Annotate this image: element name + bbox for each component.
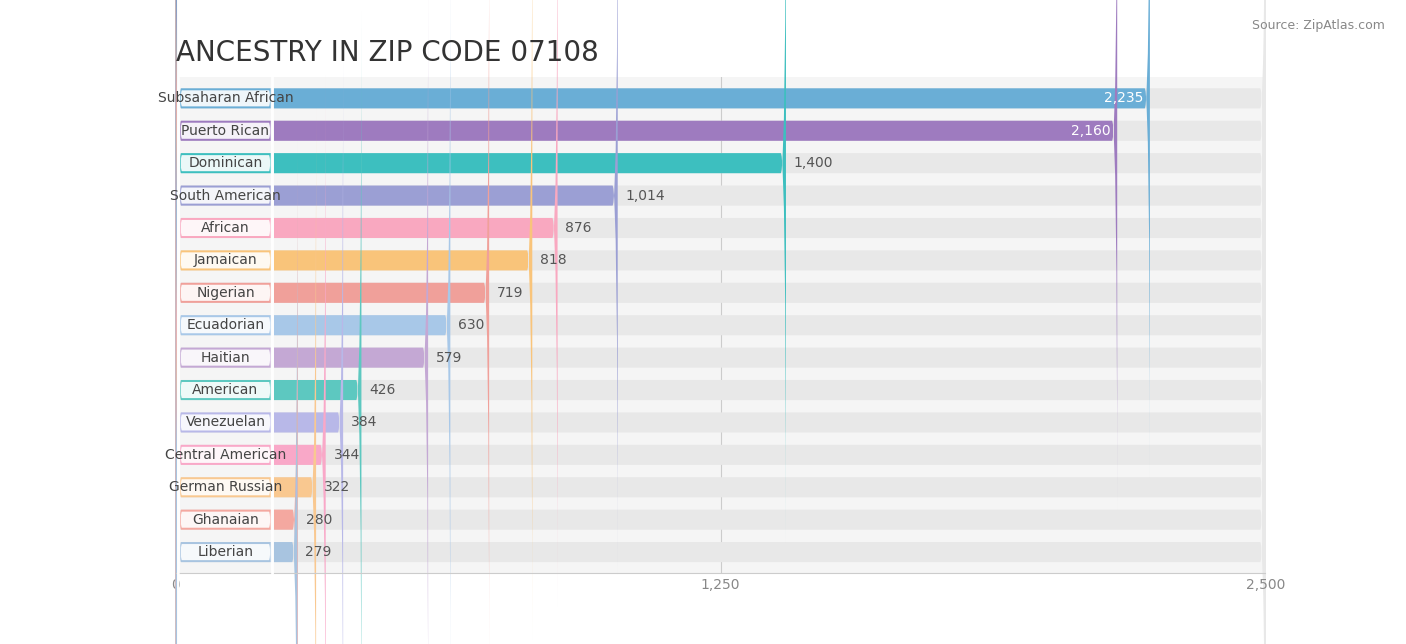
FancyBboxPatch shape: [176, 173, 1265, 644]
FancyBboxPatch shape: [176, 44, 343, 644]
FancyBboxPatch shape: [176, 108, 1265, 644]
Text: American: American: [193, 383, 259, 397]
FancyBboxPatch shape: [177, 0, 273, 447]
FancyBboxPatch shape: [177, 139, 273, 644]
Text: 630: 630: [458, 318, 485, 332]
Text: 876: 876: [565, 221, 592, 235]
Text: 719: 719: [496, 286, 523, 300]
Text: Source: ZipAtlas.com: Source: ZipAtlas.com: [1251, 19, 1385, 32]
FancyBboxPatch shape: [176, 0, 1265, 639]
FancyBboxPatch shape: [176, 0, 1150, 477]
Text: South American: South American: [170, 189, 281, 203]
FancyBboxPatch shape: [176, 141, 1265, 644]
FancyBboxPatch shape: [176, 0, 1265, 644]
Text: 579: 579: [436, 350, 463, 365]
FancyBboxPatch shape: [176, 11, 361, 644]
Text: Dominican: Dominican: [188, 156, 263, 170]
Text: 322: 322: [323, 480, 350, 495]
Text: German Russian: German Russian: [169, 480, 283, 495]
FancyBboxPatch shape: [176, 0, 1265, 574]
FancyBboxPatch shape: [176, 0, 1265, 477]
Text: Jamaican: Jamaican: [194, 253, 257, 267]
FancyBboxPatch shape: [176, 108, 316, 644]
FancyBboxPatch shape: [176, 141, 298, 644]
FancyBboxPatch shape: [177, 0, 273, 609]
Text: 1,014: 1,014: [626, 189, 665, 203]
Text: 818: 818: [540, 253, 567, 267]
FancyBboxPatch shape: [177, 0, 273, 576]
Text: Haitian: Haitian: [201, 350, 250, 365]
FancyBboxPatch shape: [176, 0, 617, 574]
FancyBboxPatch shape: [177, 236, 273, 644]
Text: Ecuadorian: Ecuadorian: [187, 318, 264, 332]
FancyBboxPatch shape: [177, 0, 273, 414]
FancyBboxPatch shape: [176, 0, 533, 639]
FancyBboxPatch shape: [176, 0, 450, 644]
Text: 1,400: 1,400: [794, 156, 834, 170]
Text: Liberian: Liberian: [197, 545, 253, 559]
FancyBboxPatch shape: [176, 0, 489, 644]
FancyBboxPatch shape: [177, 0, 273, 544]
FancyBboxPatch shape: [176, 11, 1265, 644]
FancyBboxPatch shape: [176, 0, 1118, 509]
FancyBboxPatch shape: [176, 173, 297, 644]
FancyBboxPatch shape: [177, 74, 273, 644]
Text: 426: 426: [370, 383, 395, 397]
FancyBboxPatch shape: [177, 106, 273, 644]
Text: 384: 384: [352, 415, 377, 430]
Text: Nigerian: Nigerian: [195, 286, 254, 300]
FancyBboxPatch shape: [176, 0, 427, 644]
Text: ANCESTRY IN ZIP CODE 07108: ANCESTRY IN ZIP CODE 07108: [176, 39, 599, 66]
Text: Venezuelan: Venezuelan: [186, 415, 266, 430]
Text: Central American: Central American: [165, 448, 285, 462]
FancyBboxPatch shape: [177, 9, 273, 641]
FancyBboxPatch shape: [176, 0, 1265, 509]
FancyBboxPatch shape: [176, 0, 1265, 644]
FancyBboxPatch shape: [176, 0, 1265, 644]
Text: 279: 279: [305, 545, 332, 559]
Text: African: African: [201, 221, 250, 235]
FancyBboxPatch shape: [177, 42, 273, 644]
FancyBboxPatch shape: [177, 204, 273, 644]
Text: 2,160: 2,160: [1071, 124, 1111, 138]
FancyBboxPatch shape: [176, 76, 326, 644]
FancyBboxPatch shape: [177, 0, 273, 511]
Text: Puerto Rican: Puerto Rican: [181, 124, 270, 138]
Text: Subsaharan African: Subsaharan African: [157, 91, 294, 106]
Text: 2,235: 2,235: [1104, 91, 1143, 106]
Text: 280: 280: [305, 513, 332, 527]
Text: 344: 344: [333, 448, 360, 462]
FancyBboxPatch shape: [176, 0, 1265, 607]
FancyBboxPatch shape: [177, 171, 273, 644]
FancyBboxPatch shape: [176, 0, 786, 542]
FancyBboxPatch shape: [176, 76, 1265, 644]
FancyBboxPatch shape: [176, 0, 1265, 542]
FancyBboxPatch shape: [177, 0, 273, 479]
FancyBboxPatch shape: [176, 0, 558, 607]
FancyBboxPatch shape: [176, 44, 1265, 644]
Text: Ghanaian: Ghanaian: [193, 513, 259, 527]
